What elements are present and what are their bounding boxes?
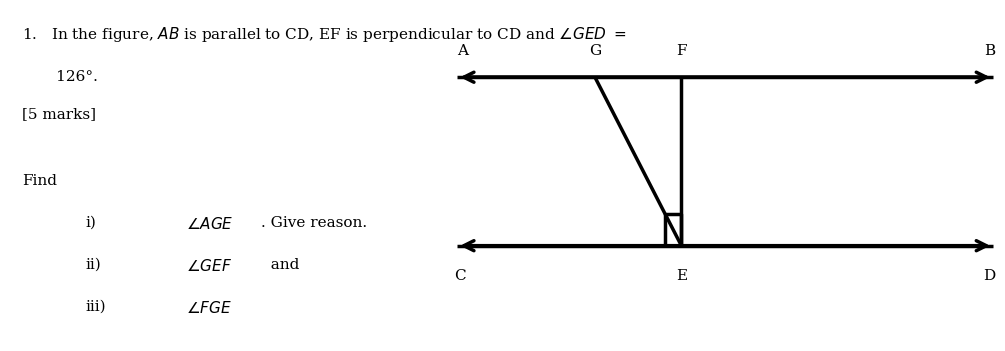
Text: ii): ii) [85,258,102,272]
Text: E: E [675,269,687,283]
Text: [5 marks]: [5 marks] [22,107,96,121]
Text: 1.   In the figure, $AB$ is parallel to CD, EF is perpendicular to CD and $\angl: 1. In the figure, $AB$ is parallel to CD… [22,25,627,44]
Text: and: and [261,258,299,272]
Text: iii): iii) [85,300,107,314]
Text: $\angle AGE$: $\angle AGE$ [186,216,233,232]
Text: Find: Find [22,174,57,188]
Text: B: B [984,44,996,58]
Text: G: G [589,44,601,58]
Text: D: D [983,269,995,283]
Text: F: F [676,44,686,58]
Text: A: A [457,44,467,58]
Text: $\angle GEF$: $\angle GEF$ [186,258,232,274]
Text: $\angle FGE$: $\angle FGE$ [186,300,232,316]
Text: 126°.: 126°. [22,70,97,84]
Text: . Give reason.: . Give reason. [261,216,368,230]
Text: C: C [454,269,466,283]
Text: i): i) [85,216,96,230]
